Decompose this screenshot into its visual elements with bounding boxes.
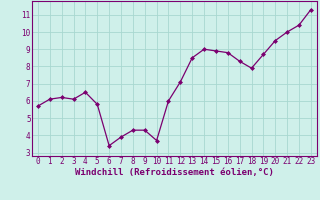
X-axis label: Windchill (Refroidissement éolien,°C): Windchill (Refroidissement éolien,°C): [75, 168, 274, 177]
